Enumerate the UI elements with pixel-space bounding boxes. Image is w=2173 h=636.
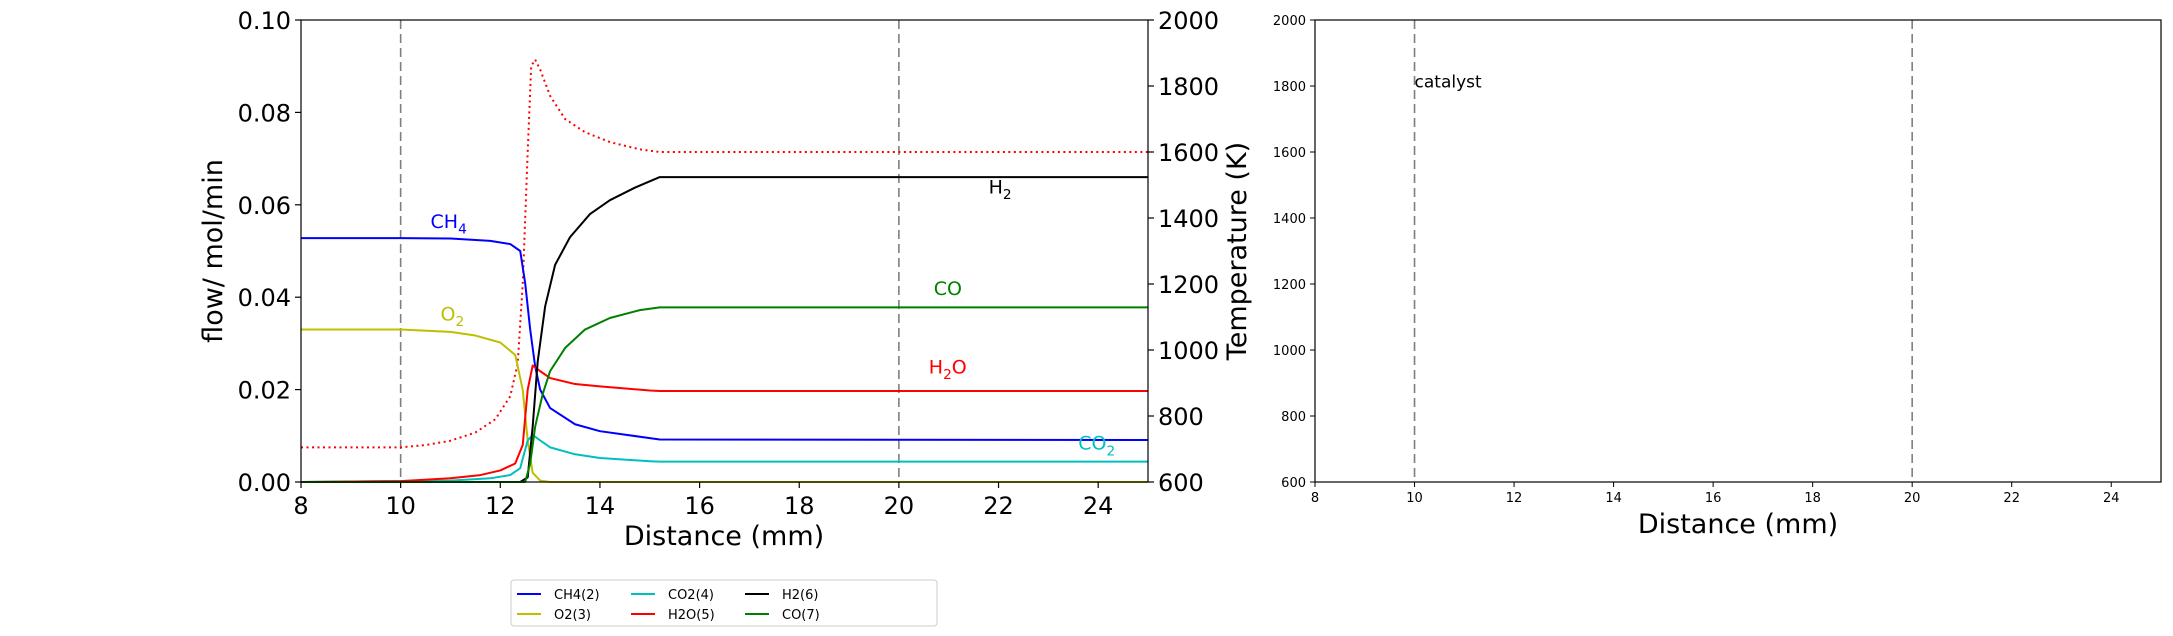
- right-panel-x-tick-label: 20: [1904, 491, 1921, 506]
- left-x-tick-label: 14: [585, 492, 616, 520]
- left-x-tick-label: 24: [1083, 492, 1114, 520]
- right-panel-y-tick-label: 2000: [1273, 14, 1306, 29]
- right-panel-y-tick-label: 1000: [1273, 344, 1306, 359]
- left-x-tick-label: 12: [485, 492, 516, 520]
- legend-label: H2(6): [782, 588, 818, 603]
- right-panel-y-tick-label: 600: [1281, 476, 1306, 491]
- left-x-tick-label: 22: [983, 492, 1014, 520]
- right-y-tick-label: 1600: [1158, 139, 1219, 167]
- legend-label: CO(7): [782, 608, 820, 623]
- left-x-tick-label: 10: [385, 492, 416, 520]
- legend: CH4(2) O2(3) CO2(4) H2O(5) H2(6) CO(7): [511, 580, 937, 626]
- right-y-tick-label: 1400: [1158, 205, 1219, 233]
- right-panel-y-tick-label: 800: [1281, 410, 1306, 425]
- right-panel-y-tick-label: 1200: [1273, 278, 1306, 293]
- right-y-tick-label: 1200: [1158, 271, 1219, 299]
- right-panel-x-tick-label: 18: [1804, 491, 1821, 506]
- right-y-tick-label: 1000: [1158, 337, 1219, 365]
- left-y-tick-label: 0.08: [238, 99, 291, 127]
- legend-label: CO2(4): [668, 588, 714, 603]
- left-plot-background: [301, 20, 1148, 482]
- legend-label: CH4(2): [554, 588, 600, 603]
- right-panel-x-tick-label: 22: [2003, 491, 2020, 506]
- species-annotation-co: CO: [934, 278, 962, 300]
- right-y-tick-label: 600: [1158, 469, 1204, 497]
- right-panel-y-tick-label: 1800: [1273, 80, 1306, 95]
- legend-label: H2O(5): [668, 608, 715, 623]
- right-y-tick-label: 2000: [1158, 7, 1219, 35]
- legend-label: O2(3): [554, 608, 591, 623]
- right-y-tick-label: 1800: [1158, 73, 1219, 101]
- right-chart: catalyst 8 10 12 14 16 18 20 22 24 600 800 1000 120…: [1273, 14, 2161, 540]
- left-y-tick-label: 0.06: [238, 192, 291, 220]
- right-x-axis-label: Distance (mm): [1638, 509, 1838, 540]
- left-y-axis-label: flow/ mol/min: [198, 159, 229, 343]
- left-x-axis-label: Distance (mm): [624, 521, 824, 552]
- left-x-tick-label: 18: [784, 492, 815, 520]
- right-y-axis-label: Temperature (K): [1222, 142, 1253, 361]
- left-y-tick-label: 0.00: [238, 469, 291, 497]
- right-panel-y-tick-label: 1400: [1273, 212, 1306, 227]
- right-panel-x-tick-label: 8: [1311, 491, 1319, 506]
- right-panel-x-tick-label: 24: [2103, 491, 2120, 506]
- right-y-tick-label: 800: [1158, 403, 1204, 431]
- right-panel-x-tick-label: 12: [1506, 491, 1523, 506]
- left-x-tick-label: 8: [293, 492, 308, 520]
- left-y-tick-label: 0.02: [238, 377, 291, 405]
- left-y-tick-label: 0.10: [238, 7, 291, 35]
- right-panel-x-tick-label: 10: [1406, 491, 1423, 506]
- right-panel-x-tick-label: 14: [1605, 491, 1622, 506]
- right-panel-x-tick-label: 16: [1705, 491, 1722, 506]
- left-x-tick-label: 20: [884, 492, 915, 520]
- catalyst-label: catalyst: [1415, 72, 1482, 92]
- left-x-tick-label: 16: [684, 492, 715, 520]
- right-panel-y-tick-label: 1600: [1273, 146, 1306, 161]
- left-y-tick-label: 0.04: [238, 284, 291, 312]
